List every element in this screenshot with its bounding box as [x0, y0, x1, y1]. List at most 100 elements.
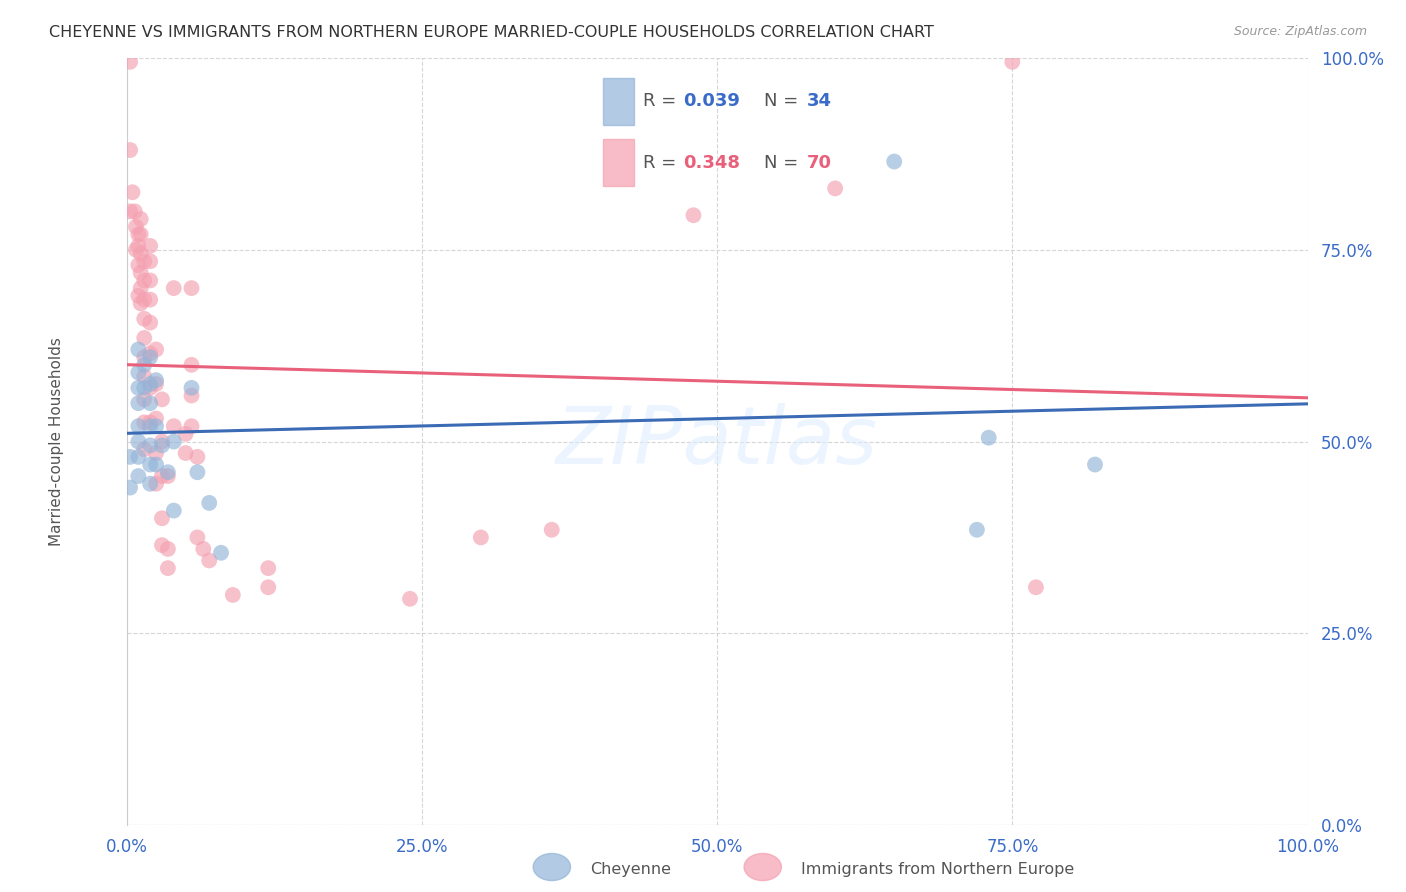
Y-axis label: Married-couple Households: Married-couple Households: [49, 337, 65, 546]
Point: [129, 266, 152, 280]
Text: Cheyenne: Cheyenne: [591, 863, 672, 877]
Point: [145, 343, 167, 357]
Point: [150, 392, 173, 407]
Point: [150, 469, 173, 483]
Point: [120, 481, 142, 495]
Point: [134, 311, 156, 326]
Point: [180, 281, 202, 295]
Point: [134, 369, 156, 384]
Point: [139, 476, 162, 491]
Point: [139, 458, 162, 472]
Point: [134, 254, 156, 268]
Circle shape: [533, 854, 571, 880]
Point: [257, 580, 280, 594]
Point: [134, 381, 156, 395]
FancyBboxPatch shape: [603, 78, 634, 125]
Point: [139, 350, 162, 364]
Point: [163, 419, 186, 434]
Text: 70: 70: [807, 153, 832, 171]
Point: [134, 358, 156, 372]
Text: R =: R =: [643, 93, 682, 111]
Point: [127, 381, 149, 395]
Point: [125, 243, 148, 257]
Point: [139, 254, 162, 268]
Point: [127, 469, 149, 483]
Point: [180, 388, 202, 402]
Point: [139, 419, 162, 434]
Point: [540, 523, 562, 537]
Point: [120, 204, 142, 219]
Point: [120, 143, 142, 157]
Point: [127, 343, 149, 357]
Point: [883, 154, 905, 169]
Point: [134, 273, 156, 287]
Point: [257, 561, 280, 575]
Point: [1084, 458, 1107, 472]
Text: 0.039: 0.039: [683, 93, 740, 111]
Point: [120, 54, 142, 69]
Point: [129, 281, 152, 295]
Point: [470, 530, 492, 544]
Point: [134, 392, 156, 407]
Point: [163, 503, 186, 517]
Point: [139, 376, 162, 391]
Point: [966, 523, 988, 537]
Text: 34: 34: [807, 93, 832, 111]
Point: [163, 281, 186, 295]
Point: [139, 396, 162, 410]
Point: [127, 396, 149, 410]
Text: R =: R =: [643, 153, 682, 171]
Point: [145, 376, 167, 391]
Point: [127, 289, 149, 303]
Point: [127, 434, 149, 449]
Point: [145, 458, 167, 472]
Point: [145, 419, 167, 434]
Point: [134, 350, 156, 364]
Point: [127, 450, 149, 464]
Point: [156, 469, 179, 483]
Point: [156, 561, 179, 575]
Point: [399, 591, 422, 606]
Point: [139, 316, 162, 330]
Point: [129, 296, 152, 310]
Text: Source: ZipAtlas.com: Source: ZipAtlas.com: [1233, 25, 1367, 38]
Point: [139, 415, 162, 429]
Point: [121, 186, 143, 200]
Point: [127, 419, 149, 434]
Point: [127, 239, 149, 253]
Point: [134, 293, 156, 307]
Point: [174, 426, 197, 441]
Point: [145, 446, 167, 460]
Point: [209, 546, 232, 560]
Point: [824, 181, 846, 195]
Point: [180, 358, 202, 372]
Point: [129, 227, 152, 242]
Text: ZIPatlas: ZIPatlas: [555, 402, 879, 481]
Point: [125, 219, 148, 234]
Point: [150, 511, 173, 525]
Point: [129, 246, 152, 260]
Circle shape: [744, 854, 782, 880]
FancyBboxPatch shape: [603, 139, 634, 186]
Point: [222, 588, 245, 602]
Point: [198, 496, 221, 510]
Text: CHEYENNE VS IMMIGRANTS FROM NORTHERN EUROPE MARRIED-COUPLE HOUSEHOLDS CORRELATIO: CHEYENNE VS IMMIGRANTS FROM NORTHERN EUR…: [49, 25, 934, 40]
Point: [163, 434, 186, 449]
Point: [139, 381, 162, 395]
Point: [134, 442, 156, 457]
Point: [174, 446, 197, 460]
Point: [1025, 580, 1047, 594]
Point: [150, 438, 173, 452]
Text: N =: N =: [763, 93, 804, 111]
Point: [156, 541, 179, 556]
Point: [139, 438, 162, 452]
Point: [127, 366, 149, 380]
Point: [186, 530, 208, 544]
Point: [127, 258, 149, 272]
Text: N =: N =: [763, 153, 804, 171]
Point: [134, 415, 156, 429]
Point: [186, 465, 208, 479]
Point: [139, 239, 162, 253]
Point: [145, 411, 167, 425]
Point: [180, 419, 202, 434]
